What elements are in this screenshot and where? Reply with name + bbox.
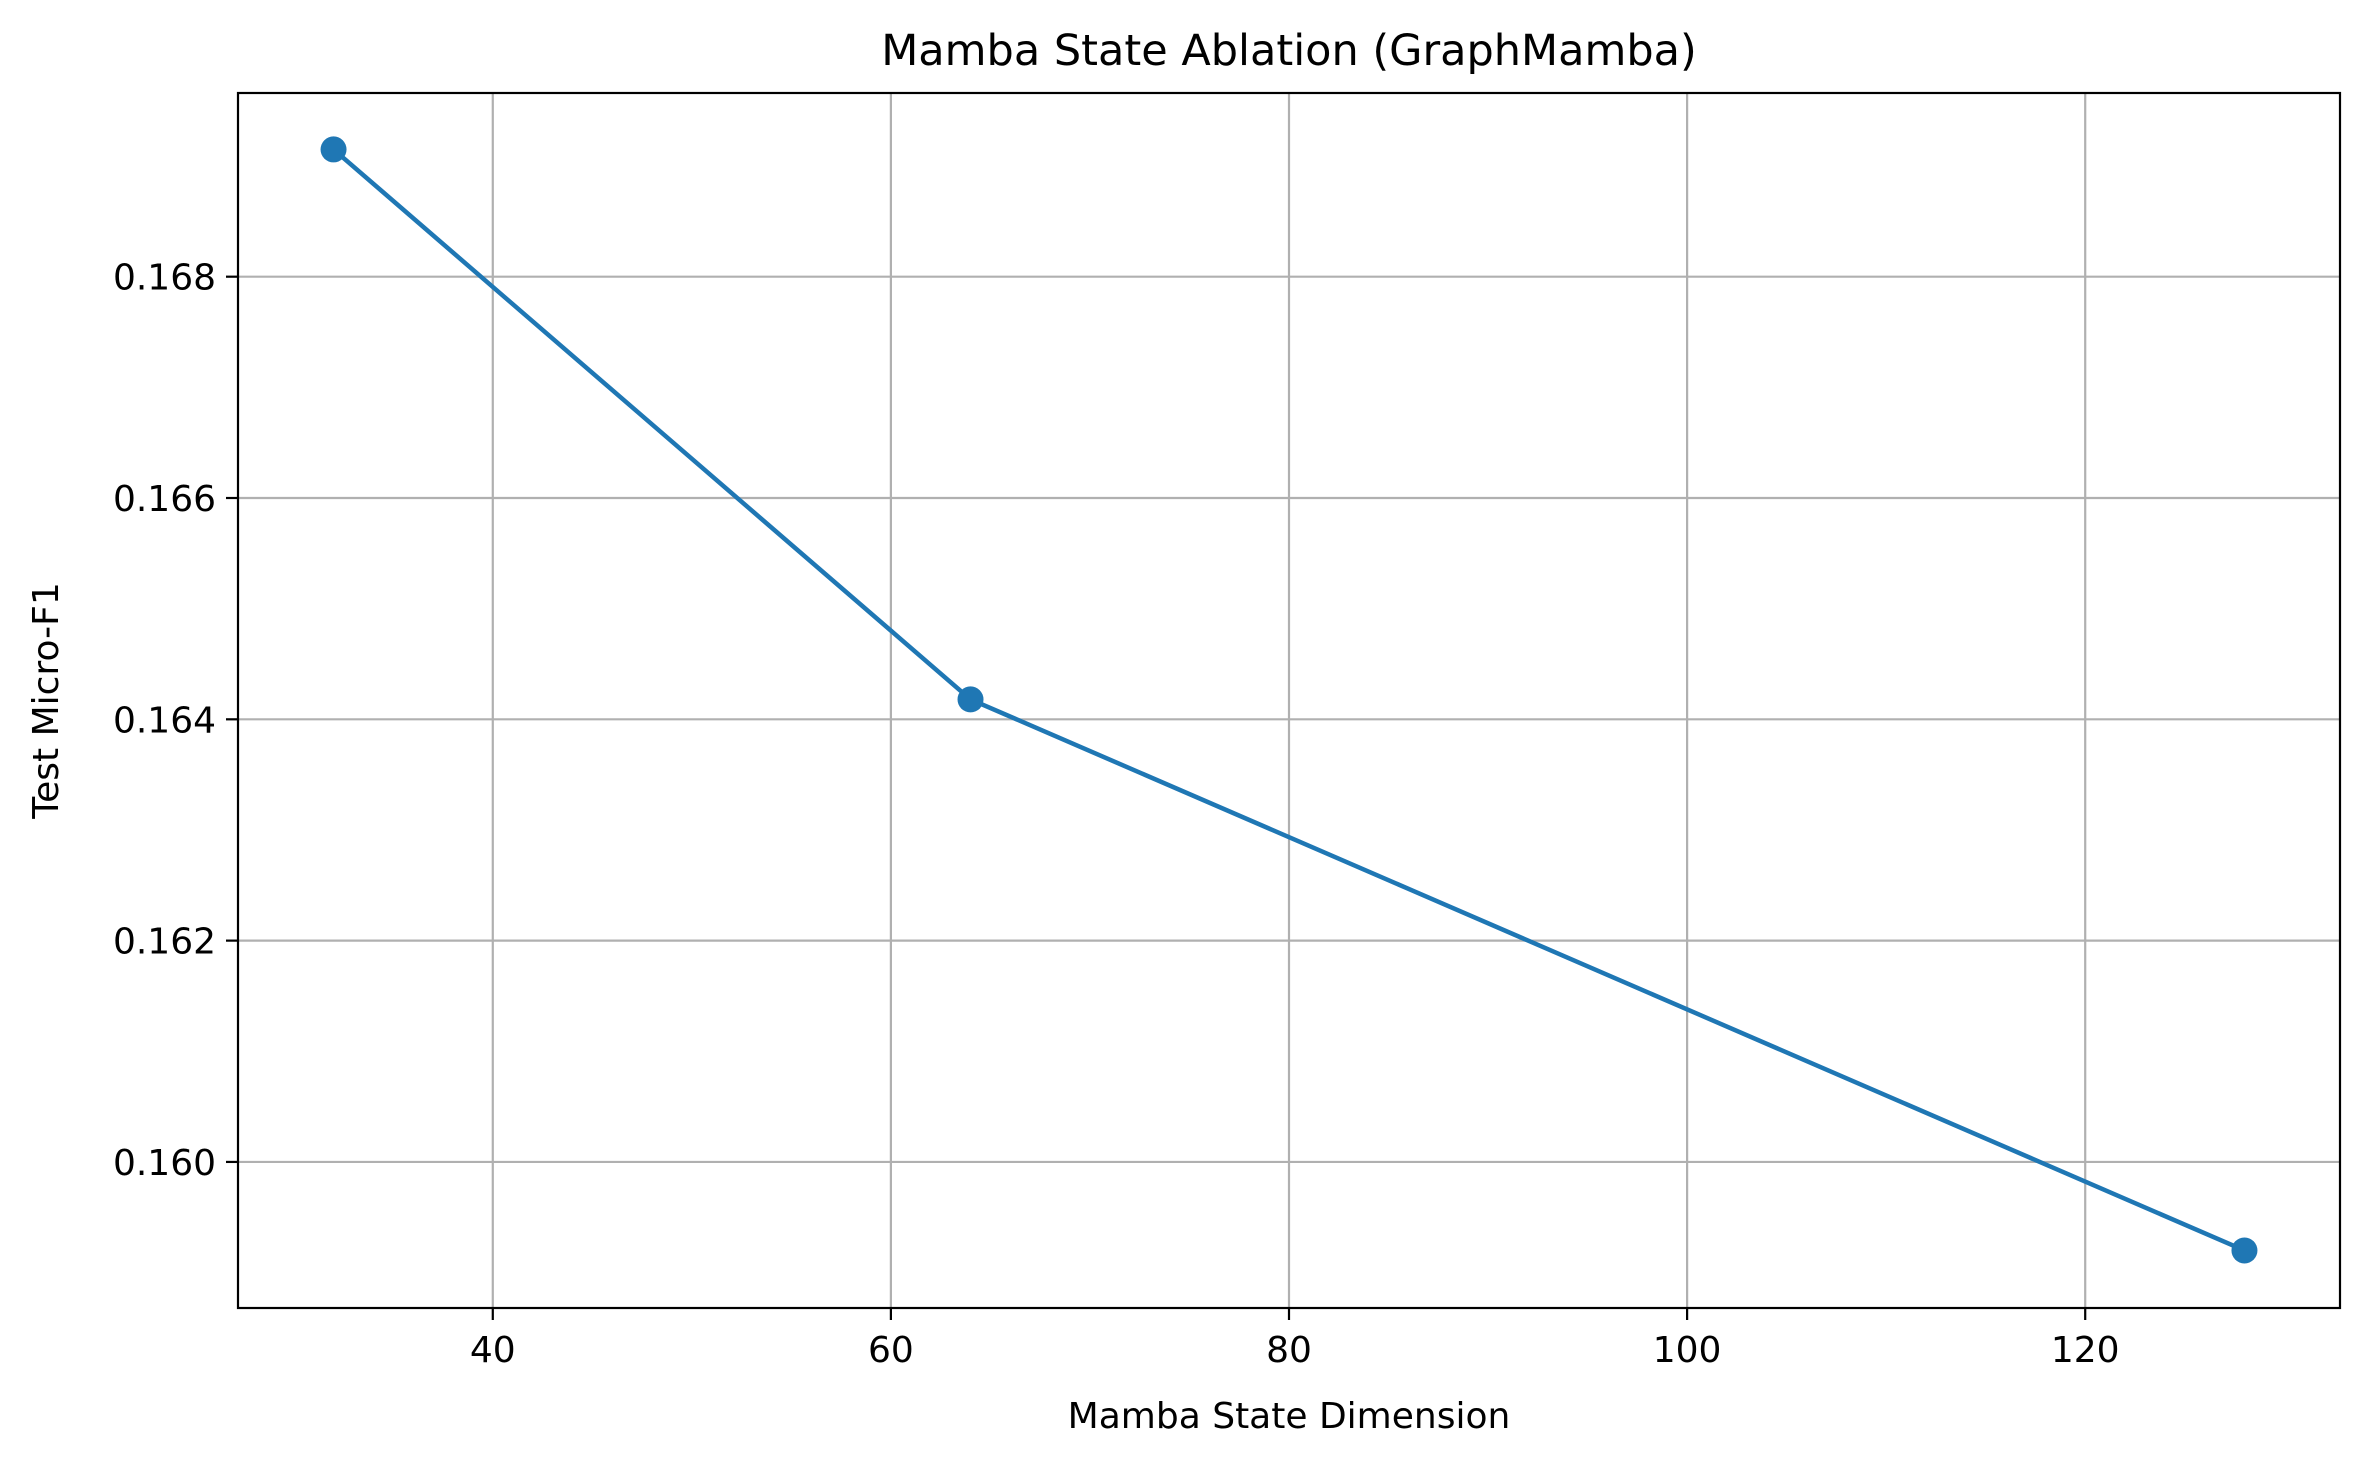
y-tick-label: 0.166 xyxy=(113,479,216,520)
data-point xyxy=(321,136,347,162)
data-point xyxy=(2231,1237,2257,1263)
x-tick-label: 120 xyxy=(2051,1330,2120,1371)
y-axis-label: Test Micro-F1 xyxy=(26,582,67,820)
y-tick-label: 0.168 xyxy=(113,258,216,299)
chart-title: Mamba State Ablation (GraphMamba) xyxy=(881,26,1697,76)
x-axis-label: Mamba State Dimension xyxy=(1068,1396,1511,1437)
x-tick-label: 80 xyxy=(1266,1330,1312,1371)
y-tick-label: 0.162 xyxy=(113,922,216,963)
y-tick-label: 0.164 xyxy=(113,700,216,741)
y-tick-label: 0.160 xyxy=(113,1143,216,1184)
x-tick-label: 40 xyxy=(470,1330,516,1371)
data-point xyxy=(958,686,984,712)
x-tick-label: 60 xyxy=(868,1330,914,1371)
x-tick-label: 100 xyxy=(1653,1330,1722,1371)
